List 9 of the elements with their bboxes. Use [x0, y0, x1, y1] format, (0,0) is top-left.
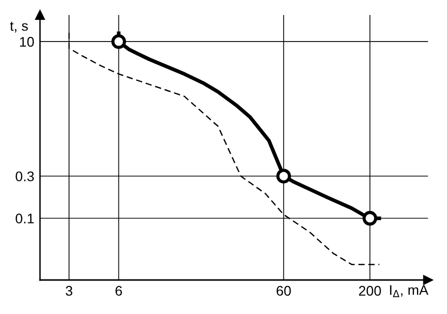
- x-tick-label: 6: [116, 286, 122, 296]
- x-axis-title: I$_{Δ}$, mA: [390, 285, 428, 298]
- x-tick-label: 3: [66, 286, 72, 296]
- y-tick-label: 0.3: [16, 171, 34, 182]
- y-axis-title: t, s: [10, 22, 28, 32]
- x-tick-label: 60: [276, 286, 291, 296]
- x-tick-label: 200: [359, 286, 381, 296]
- y-tick-label: 0.1: [16, 214, 34, 224]
- y-tick-label: 10: [20, 36, 34, 47]
